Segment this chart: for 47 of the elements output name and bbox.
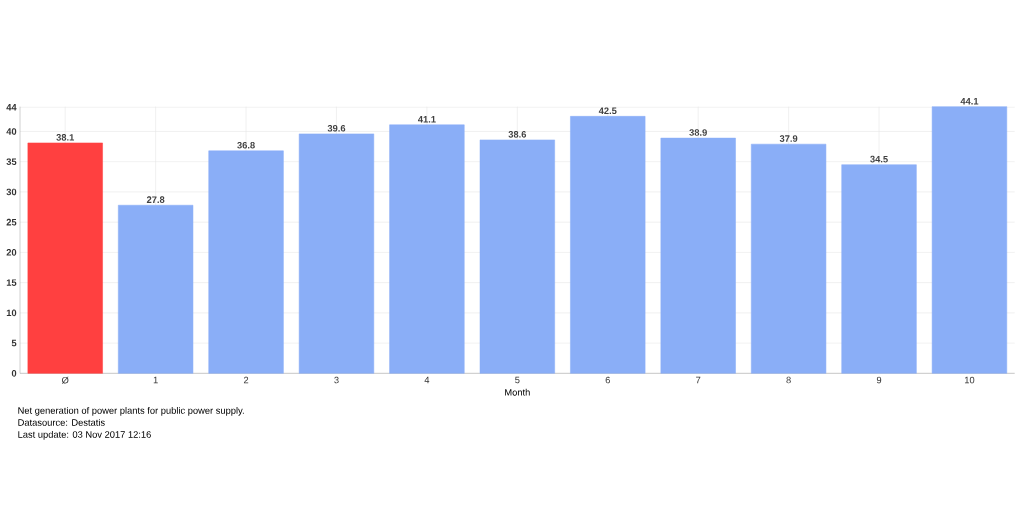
x-tick-label: Ø	[61, 376, 69, 384]
bar	[27, 142, 103, 374]
bar	[841, 164, 917, 374]
y-tick-label: 10	[6, 309, 17, 317]
y-tick-label: 15	[6, 279, 17, 286]
data-label: 39.6	[327, 125, 346, 132]
data-label: 41.1	[417, 116, 436, 123]
bar	[298, 133, 375, 374]
data-label: 27.8	[146, 196, 165, 203]
bar	[479, 139, 555, 374]
data-label: 34.5	[870, 155, 888, 163]
x-tick-label: 10	[964, 376, 975, 384]
data-label: 38.1	[56, 134, 75, 141]
y-tick-label: 40	[6, 128, 17, 135]
y-tick-label: 0	[11, 370, 17, 377]
x-tick-label: 4	[424, 376, 430, 384]
x-tick-label: 9	[876, 376, 882, 384]
bar	[208, 150, 284, 374]
x-tick-label: 6	[605, 376, 610, 384]
x-axis-title: Month	[505, 388, 530, 396]
bar	[660, 137, 736, 374]
data-label: 38.6	[508, 131, 527, 138]
bar	[931, 106, 1008, 374]
y-tick-label: 20	[6, 249, 17, 256]
text: Datasource: Destatis	[18, 418, 105, 426]
bar	[118, 204, 194, 374]
x-tick-label: 7	[696, 376, 701, 384]
x-tick-label: 2	[243, 376, 249, 384]
x-tick-label: 5	[515, 376, 520, 384]
y-tick-label: 44	[6, 104, 17, 111]
y-tick-label: 5	[11, 339, 17, 347]
bar	[570, 116, 646, 374]
data-label: 44.1	[960, 97, 979, 105]
y-tick-label: 25	[6, 218, 17, 226]
x-tick-label: 3	[334, 376, 339, 384]
bar	[389, 124, 465, 374]
text: Last update: 03 Nov 2017 12:16	[18, 430, 151, 440]
data-label: 42.5	[598, 107, 617, 115]
x-tick-label: 1	[153, 376, 158, 384]
data-label: 38.9	[689, 129, 707, 136]
data-label: 37.9	[779, 135, 798, 142]
y-tick-label: 35	[6, 158, 17, 166]
x-tick-label: 8	[786, 376, 791, 384]
data-label: 36.8	[237, 141, 255, 149]
bar	[751, 143, 827, 374]
text: Net generation of power plants for public power supply.	[18, 406, 244, 416]
y-tick-label: 30	[6, 188, 17, 196]
